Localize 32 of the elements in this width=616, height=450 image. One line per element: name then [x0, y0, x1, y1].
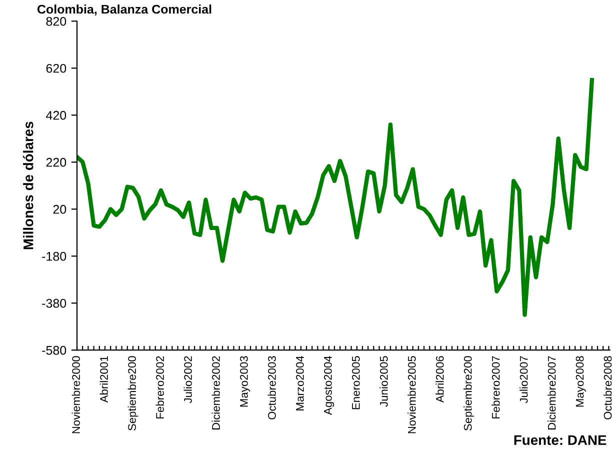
x-tick-label: Noviembre2005 — [408, 356, 416, 434]
x-tick-label: Diciembre2002 — [212, 356, 220, 430]
x-tick-label: Enero2005 — [352, 356, 360, 410]
x-tick-label: Marzo2004 — [296, 356, 304, 410]
x-tick-label: Julio2002 — [184, 356, 192, 404]
x-tick-label: Octubre2003 — [268, 356, 276, 420]
x-tick-label: Noviembre2000 — [72, 356, 80, 434]
y-axis-title: Millones de dólares — [22, 122, 34, 250]
y-tick-label: -180 — [42, 252, 66, 261]
y-tick-label: 820 — [46, 16, 66, 26]
x-tick-label: Julio2007 — [520, 356, 528, 404]
x-tick-label: Octubre2008 — [604, 356, 612, 420]
y-tick-label: 620 — [46, 64, 66, 73]
x-tick-label: Febrero2007 — [492, 356, 500, 418]
y-tick-label: 220 — [46, 158, 66, 167]
x-tick-label: Septiembre200 — [128, 356, 138, 431]
x-tick-label: Diciembre2007 — [548, 356, 556, 430]
line-series — [77, 78, 594, 317]
x-tick-label: Mayo2003 — [240, 356, 250, 407]
x-tick-label: Mayo2008 — [576, 356, 586, 407]
x-tick-label: Agosto2004 — [324, 356, 334, 415]
x-tick-label: Abril2006 — [436, 356, 444, 403]
x-tick-label: Abril2001 — [100, 356, 108, 403]
y-tick-label: 20 — [53, 204, 66, 214]
y-tick-label: -380 — [42, 298, 66, 308]
y-tick-label: 420 — [46, 110, 66, 120]
x-tick-label: Junio2005 — [380, 356, 388, 407]
source-note: Fuente: DANE — [514, 435, 606, 446]
y-tick-label: -580 — [42, 346, 66, 355]
chart-title: Colombia, Balanza Comercial — [37, 4, 212, 16]
x-tick-label: Septiembre200 — [464, 356, 474, 431]
x-tick-label: Febrero2002 — [156, 356, 164, 418]
